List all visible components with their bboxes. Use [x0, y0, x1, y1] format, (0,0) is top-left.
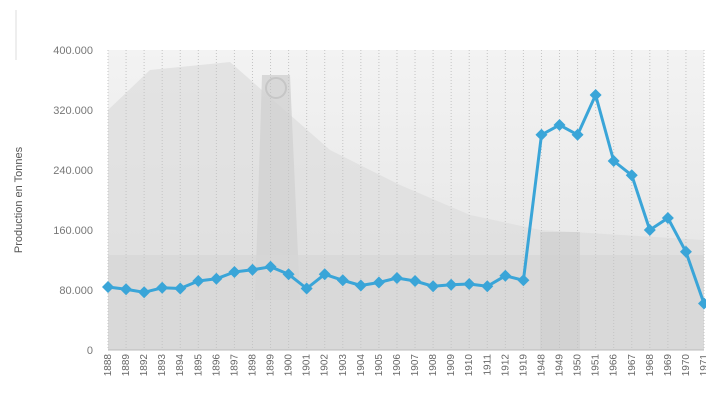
x-tick-label: 1892: [139, 354, 150, 377]
data-point: [192, 275, 205, 287]
data-point: [228, 266, 241, 278]
data-point: [120, 283, 133, 296]
data-point: [463, 278, 476, 290]
x-tick-label: 1905: [374, 354, 385, 377]
photo-buildings: [108, 255, 704, 350]
data-point: [390, 272, 403, 284]
x-tick-label: 1898: [247, 354, 258, 377]
x-tick-label: 1912: [500, 354, 511, 377]
x-tick-label: 1888: [103, 354, 114, 377]
x-tick-label: 1903: [338, 354, 349, 377]
x-tick-label: 1897: [229, 354, 240, 377]
x-tick-label: 1904: [356, 354, 367, 377]
x-tick-label: 1910: [464, 354, 475, 377]
photo-headframe-wheel: [265, 77, 287, 99]
data-point: [661, 212, 674, 224]
x-tick-label: 1895: [193, 354, 204, 377]
data-point: [679, 245, 692, 258]
x-tick-label: 1970: [681, 354, 692, 377]
y-tick-label: 240.000: [53, 165, 93, 177]
y-tick-label: 400.000: [53, 45, 93, 57]
data-point: [499, 269, 512, 282]
data-point: [427, 280, 440, 293]
x-tick-label: 1901: [302, 354, 313, 377]
x-tick-label: 1894: [175, 354, 186, 377]
background-photo: [108, 50, 704, 350]
x-tick-label: 1951: [591, 354, 602, 377]
data-point: [589, 89, 602, 101]
y-tick-label: 160.000: [53, 225, 93, 237]
y-axis-title: Production en Tonnes: [13, 146, 25, 253]
data-point: [553, 119, 566, 131]
y-tick-label: 0: [87, 345, 93, 357]
data-point: [643, 224, 656, 236]
data-point: [318, 268, 331, 281]
x-tick-label: 1906: [392, 354, 403, 377]
data-point: [607, 155, 620, 167]
x-tick-label: 1889: [121, 354, 132, 377]
data-point: [300, 282, 313, 295]
data-point: [372, 276, 385, 289]
data-point: [354, 279, 367, 292]
axes: [15, 10, 704, 351]
x-tick-label: 1919: [518, 354, 529, 377]
x-tick-label: 1899: [266, 354, 277, 377]
data-point: [535, 128, 548, 141]
gridlines: [107, 50, 705, 350]
x-tick-label: 1900: [284, 354, 295, 377]
series-line: [107, 93, 706, 304]
series-production: [102, 89, 706, 310]
data-point: [102, 281, 114, 293]
x-tick-label: 1969: [663, 354, 674, 377]
data-point: [156, 281, 169, 294]
data-point: [282, 268, 295, 281]
data-point: [481, 280, 494, 293]
x-tick-label: 1967: [627, 354, 638, 377]
x-tick-label: 1968: [645, 354, 656, 377]
data-point: [174, 282, 187, 295]
x-tick-label: 1948: [536, 354, 547, 377]
data-point: [625, 169, 638, 182]
x-tick-label: 1966: [609, 354, 620, 377]
x-tick-label: 1908: [428, 354, 439, 377]
x-tick-label: 1911: [482, 354, 493, 376]
data-point: [445, 278, 458, 291]
data-point: [336, 274, 349, 287]
x-tick-label: 1909: [446, 354, 457, 377]
x-tick-label: 1950: [573, 354, 584, 377]
x-tick-label: 1907: [410, 354, 421, 377]
data-point: [409, 275, 422, 287]
data-point: [264, 260, 277, 273]
y-tick-label: 320.000: [53, 105, 93, 117]
x-tick-label: 1949: [555, 354, 566, 377]
data-point: [698, 297, 706, 310]
x-tick-label: 1893: [157, 354, 168, 377]
y-tick-labels: 0 80.000 160.000 240.000 320.000 400.000: [53, 45, 93, 357]
x-tick-label: 1902: [320, 354, 331, 377]
data-point: [138, 286, 151, 299]
y-tick-label: 80.000: [59, 285, 93, 297]
x-tick-labels: 1888 1889 1892 1893 1894 1895 1896 1897 1898 1899…: [103, 354, 706, 377]
data-point: [210, 272, 223, 285]
data-point: [246, 263, 259, 276]
x-tick-label: 1971: [699, 354, 706, 377]
data-point: [571, 128, 584, 141]
x-tick-label: 1896: [211, 354, 222, 377]
data-point: [517, 274, 530, 287]
